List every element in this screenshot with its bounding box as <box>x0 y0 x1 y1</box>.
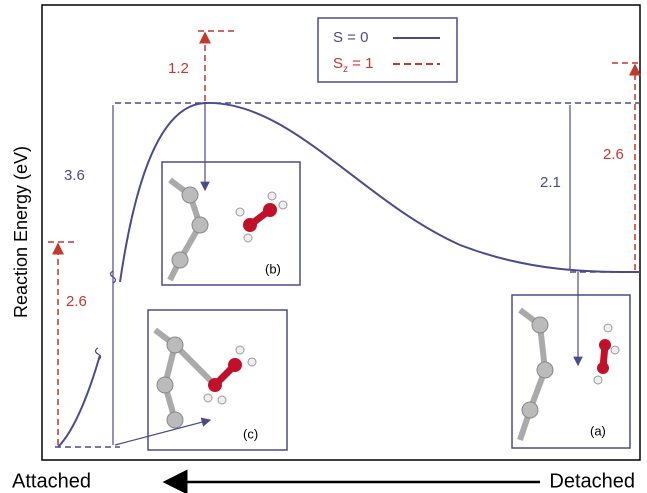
legend: S = 0 Sz = 1 <box>318 18 457 82</box>
figure: 3.6 1.2 2.6 2.1 2.6 S = 0 Sz = 1 (b) (c) <box>0 0 647 493</box>
legend-label: S = 0 <box>333 29 368 46</box>
inset-b: (b) <box>162 162 300 285</box>
inset-c: (c) <box>148 310 287 450</box>
y-axis-label: Reaction Energy (eV) <box>11 146 31 318</box>
label-2-1: 2.1 <box>540 174 561 191</box>
x-right-label: Detached <box>549 470 635 492</box>
label-3-6: 3.6 <box>64 167 85 184</box>
inset-a: (a) <box>512 295 630 448</box>
legend-label: Sz = 1 <box>333 55 373 75</box>
energy-curve-left <box>58 355 100 447</box>
inset-label: (a) <box>590 423 606 438</box>
label-1-2: 1.2 <box>168 60 189 77</box>
inset-label: (c) <box>243 426 258 441</box>
label-2-6-right: 2.6 <box>603 146 624 163</box>
x-left-label: Attached <box>12 470 91 492</box>
label-2-6-left: 2.6 <box>66 293 87 310</box>
inset-label: (b) <box>265 261 281 276</box>
